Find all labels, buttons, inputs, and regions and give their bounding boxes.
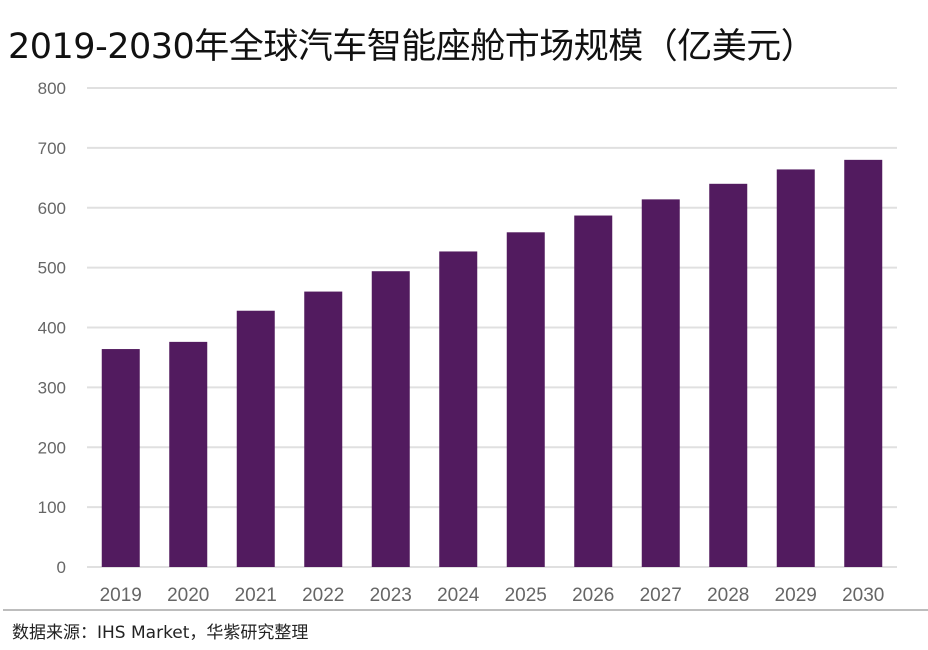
chart-title: 2019-2030年全球汽车智能座舱市场规模（亿美元）: [8, 27, 816, 67]
x-tick-label: 2030: [842, 585, 884, 606]
bar: [506, 232, 545, 567]
bar: [844, 159, 883, 567]
x-tick-label: 2024: [437, 585, 480, 606]
x-tick-label: 2019: [100, 585, 142, 606]
bar: [641, 199, 680, 567]
x-tick-label: 2022: [302, 585, 344, 606]
bar: [709, 183, 748, 568]
bar: [776, 169, 815, 567]
source-note: 数据来源：IHS Market，华紫研究整理: [12, 623, 309, 643]
y-tick-label: 200: [38, 438, 66, 457]
y-tick-label: 700: [38, 139, 66, 158]
bar: [236, 310, 275, 567]
bar: [371, 271, 410, 567]
bar: [169, 341, 208, 567]
y-tick-label: 600: [38, 199, 66, 218]
bar: [439, 251, 478, 568]
divider: [3, 609, 928, 611]
y-tick-label: 0: [57, 558, 66, 577]
y-tick-label: 800: [38, 79, 66, 98]
y-tick-label: 500: [38, 259, 66, 278]
y-tick-label: 300: [38, 378, 66, 397]
y-tick-label: 400: [38, 319, 66, 338]
bar-chart: 0 100 200 300 400 500 600 700 800 2019 2020 2021 202…: [38, 79, 897, 606]
bar: [101, 349, 140, 567]
x-tick-label: 2021: [235, 585, 277, 606]
x-tick-label: 2023: [370, 585, 412, 606]
bar: [304, 291, 343, 567]
x-tick-label: 2020: [167, 585, 209, 606]
x-tick-label: 2027: [640, 585, 682, 606]
bar: [574, 215, 613, 567]
x-tick-label: 2025: [505, 585, 547, 606]
x-tick-label: 2028: [707, 585, 749, 606]
x-tick-label: 2026: [572, 585, 614, 606]
x-tick-label: 2029: [775, 585, 817, 606]
y-tick-label: 100: [38, 498, 66, 517]
